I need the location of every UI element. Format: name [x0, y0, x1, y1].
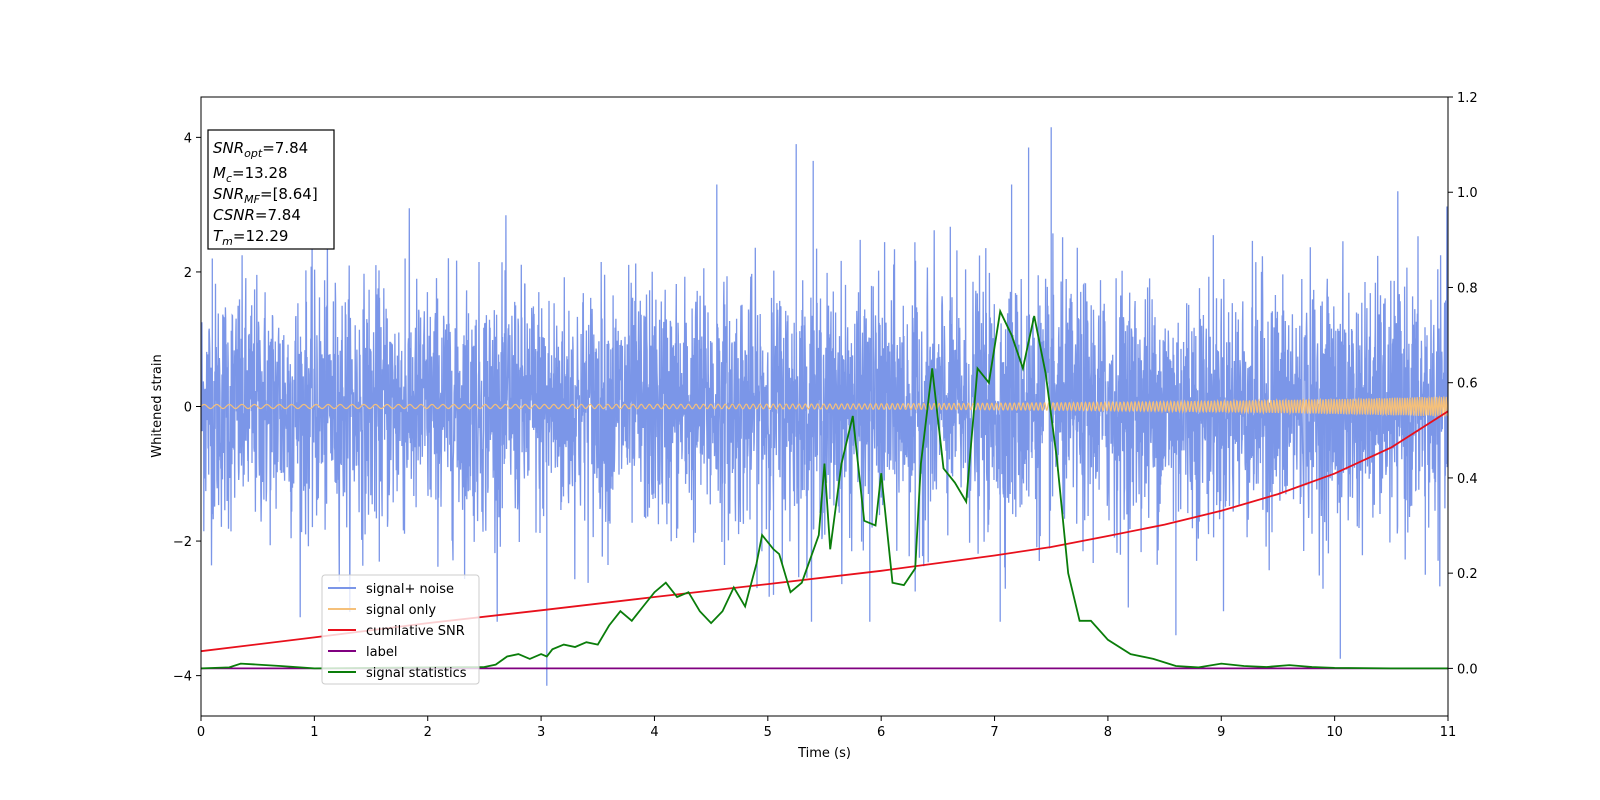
y-tick-label: 4	[184, 131, 192, 146]
info-box-frame	[207, 129, 335, 250]
y2-tick-label: 0.8	[1457, 281, 1478, 296]
info-value: =13.28	[232, 164, 288, 182]
y-tick-label: −2	[173, 535, 192, 550]
info-subscript: m	[222, 235, 233, 248]
series-signal-statistics	[201, 308, 1448, 670]
y2-tick-label: 0.2	[1457, 567, 1478, 582]
y-tick-label: 0	[184, 401, 192, 416]
y-tick-label: 2	[184, 266, 192, 281]
info-line: SNRMF=[8.64]	[213, 185, 318, 206]
y-axis-left: −4 −2 0 2 4	[173, 131, 201, 685]
y2-tick-label: 1.0	[1457, 186, 1478, 201]
info-value: =7.84	[255, 206, 301, 224]
info-symbol: M	[213, 164, 226, 182]
info-box: SNRopt=7.84Mc=13.28SNRMF=[8.64]CSNR=7.84…	[207, 129, 335, 250]
info-line: SNRopt=7.84	[213, 139, 308, 160]
legend-entry: label	[366, 645, 397, 660]
info-line: CSNR=7.84	[213, 206, 301, 224]
info-symbol: CSNR	[213, 206, 255, 224]
x-axis-label: Time (s)	[797, 746, 851, 761]
x-tick-label: 7	[990, 725, 998, 740]
y-tick-label: −4	[173, 670, 192, 685]
y-axis-right: 0.0 0.2 0.4 0.6 0.8 1.0 1.2	[1448, 91, 1478, 677]
x-axis: 0 1 2 3 4 5 6 7 8 9 10 11	[197, 716, 1456, 740]
series-cumulative-snr	[201, 410, 1448, 653]
legend-entry: signal statistics	[366, 666, 467, 681]
x-tick-label: 5	[764, 725, 772, 740]
info-subscript: opt	[244, 147, 263, 160]
info-value: =[8.64]	[260, 185, 318, 203]
y-axis-label: Whitened strain	[150, 354, 165, 457]
x-tick-label: 8	[1104, 725, 1112, 740]
legend-entry: cumilative SNR	[366, 624, 465, 639]
y2-tick-label: 0.6	[1457, 377, 1478, 392]
x-tick-label: 6	[877, 725, 885, 740]
info-value: =12.29	[233, 227, 289, 245]
y2-tick-label: 1.2	[1457, 91, 1478, 106]
plot-area	[201, 127, 1448, 686]
info-subscript: MF	[244, 193, 260, 206]
y2-tick-label: 0.4	[1457, 472, 1478, 487]
x-tick-label: 2	[424, 725, 432, 740]
x-tick-label: 9	[1217, 725, 1225, 740]
legend-entry: signal+ noise	[366, 582, 454, 597]
x-tick-label: 4	[650, 725, 658, 740]
info-subscript: c	[226, 172, 232, 185]
info-symbol: SNR	[213, 185, 244, 203]
info-line: Tm=12.29	[213, 227, 288, 248]
x-tick-label: 10	[1326, 725, 1343, 740]
legend: signal+ noise signal only cumilative SNR la…	[321, 574, 480, 685]
x-tick-label: 0	[197, 725, 205, 740]
series-signal-only	[201, 395, 1448, 418]
series-signal-noise	[201, 127, 1448, 686]
x-tick-label: 1	[310, 725, 318, 740]
info-symbol: T	[213, 227, 224, 245]
x-tick-label: 11	[1440, 725, 1457, 740]
info-symbol: SNR	[213, 139, 244, 157]
x-tick-label: 3	[537, 725, 545, 740]
legend-entry: signal only	[366, 603, 436, 618]
y2-tick-label: 0.0	[1457, 662, 1478, 677]
info-value: =7.84	[262, 139, 308, 157]
info-line: Mc=13.28	[213, 164, 288, 185]
legend-frame	[321, 574, 480, 685]
